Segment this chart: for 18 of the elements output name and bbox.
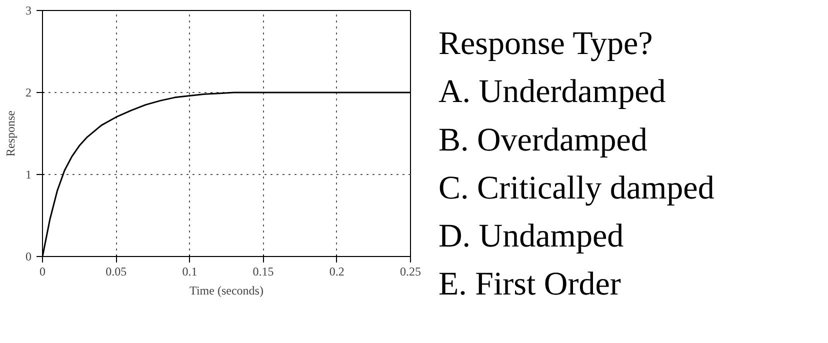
x-tick-label: 0.15 [252,264,274,278]
text: Response Type? [438,26,653,62]
y-tick-label: 0 [26,250,32,264]
x-tick-label: 0.2 [329,264,344,278]
x-axis-title: Time (seconds) [190,284,264,298]
x-tick-label: 0.05 [106,264,127,278]
x-tick-label: 0 [40,264,46,278]
y-tick-label: 3 [26,4,32,18]
text: C. Critically damped [438,170,715,206]
y-tick-label: 1 [26,168,32,182]
text: E. First Order [438,266,621,302]
text: D. Undamped [438,218,624,254]
y-tick-label: 2 [26,86,32,100]
x-tick-label: 0.25 [400,264,421,278]
x-tick-label: 0.1 [182,264,198,278]
text: A. Underdamped [438,74,666,110]
y-axis-title: Response [4,110,18,156]
text: B. Overdamped [438,122,648,158]
